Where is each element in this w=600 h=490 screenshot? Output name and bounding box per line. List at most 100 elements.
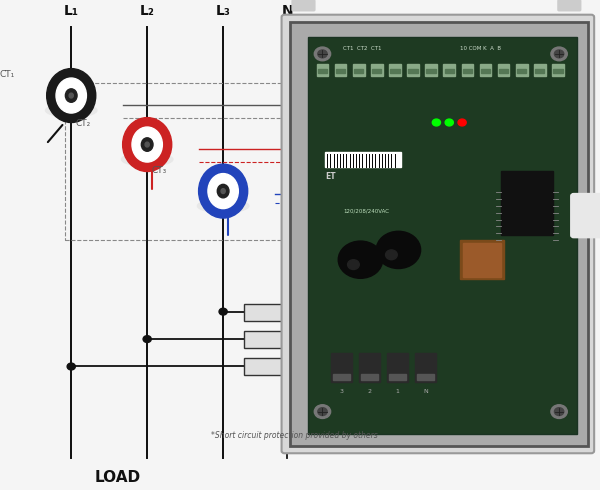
Bar — [389, 64, 401, 76]
Circle shape — [318, 50, 327, 58]
Bar — [371, 64, 383, 76]
Circle shape — [551, 405, 567, 418]
FancyBboxPatch shape — [281, 15, 594, 453]
Text: L₃: L₃ — [215, 4, 230, 18]
Text: CT₃: CT₃ — [152, 166, 167, 175]
Bar — [535, 69, 544, 74]
Bar — [407, 64, 419, 76]
Circle shape — [554, 408, 564, 416]
Circle shape — [551, 47, 567, 61]
Bar — [553, 69, 563, 74]
Text: ET: ET — [325, 172, 336, 181]
Circle shape — [445, 119, 454, 126]
Text: *Short circuit protection provided by others: *Short circuit protection provided by ot… — [211, 431, 378, 440]
Text: L₁: L₁ — [64, 4, 79, 18]
Ellipse shape — [47, 69, 96, 122]
Ellipse shape — [121, 153, 173, 166]
Circle shape — [458, 119, 466, 126]
Bar — [65, 83, 448, 240]
Bar — [336, 69, 345, 74]
Bar — [335, 64, 346, 76]
Text: 2: 2 — [367, 389, 371, 393]
Bar — [534, 64, 545, 76]
Circle shape — [376, 231, 421, 269]
Text: CT1  CT2  CT1: CT1 CT2 CT1 — [343, 47, 382, 51]
FancyBboxPatch shape — [558, 0, 581, 11]
Bar — [388, 353, 408, 382]
Bar — [516, 64, 527, 76]
Bar — [372, 69, 382, 74]
Bar — [389, 374, 406, 380]
Ellipse shape — [46, 104, 97, 117]
Circle shape — [318, 408, 327, 416]
Ellipse shape — [142, 138, 153, 151]
Text: 3: 3 — [340, 389, 343, 393]
Text: N: N — [423, 389, 428, 393]
Circle shape — [347, 260, 359, 270]
Bar — [498, 64, 509, 76]
Bar — [359, 353, 380, 382]
Bar — [244, 358, 290, 375]
Circle shape — [314, 405, 331, 418]
Ellipse shape — [69, 93, 73, 98]
Circle shape — [554, 50, 564, 58]
Circle shape — [386, 250, 397, 260]
Bar — [500, 172, 553, 235]
Ellipse shape — [199, 164, 248, 218]
Circle shape — [67, 363, 76, 370]
Text: L₂: L₂ — [140, 4, 155, 18]
Bar — [290, 22, 589, 446]
Text: N: N — [281, 4, 293, 18]
Bar — [308, 37, 577, 434]
Bar — [415, 353, 436, 382]
Text: 120/208/240VAC: 120/208/240VAC — [343, 208, 389, 213]
Ellipse shape — [56, 78, 86, 113]
Bar — [461, 64, 473, 76]
Ellipse shape — [217, 184, 229, 198]
Ellipse shape — [145, 142, 149, 147]
Bar — [481, 69, 490, 74]
Bar — [333, 374, 350, 380]
Bar — [354, 69, 364, 74]
Bar — [318, 69, 327, 74]
Bar — [425, 64, 437, 76]
Circle shape — [433, 119, 440, 126]
Text: CT₂: CT₂ — [76, 120, 91, 128]
Circle shape — [314, 47, 331, 61]
Ellipse shape — [65, 89, 77, 102]
Bar — [390, 69, 400, 74]
Bar — [331, 353, 352, 382]
Bar — [552, 64, 564, 76]
Bar — [445, 69, 454, 74]
Ellipse shape — [221, 189, 225, 194]
Bar — [409, 69, 418, 74]
Text: CT₁: CT₁ — [0, 71, 15, 79]
Ellipse shape — [208, 173, 238, 209]
Bar — [517, 69, 526, 74]
Bar — [427, 69, 436, 74]
Bar — [353, 64, 365, 76]
Text: 10 COM K  A  B: 10 COM K A B — [460, 47, 501, 51]
Circle shape — [219, 308, 227, 315]
Bar — [463, 69, 472, 74]
Bar — [417, 374, 434, 380]
Circle shape — [143, 336, 151, 343]
Circle shape — [338, 241, 383, 278]
Ellipse shape — [132, 127, 163, 162]
Bar — [325, 152, 401, 167]
FancyBboxPatch shape — [571, 194, 600, 238]
Bar — [361, 374, 378, 380]
Bar — [443, 64, 455, 76]
Bar — [317, 64, 328, 76]
Bar — [499, 69, 508, 74]
Bar — [479, 64, 491, 76]
Bar — [244, 304, 290, 321]
Bar — [244, 331, 290, 348]
Text: 1: 1 — [395, 389, 400, 393]
Ellipse shape — [122, 118, 172, 172]
Ellipse shape — [197, 199, 249, 213]
Bar — [463, 243, 500, 277]
FancyBboxPatch shape — [292, 0, 315, 11]
Text: LOAD: LOAD — [95, 470, 141, 485]
Bar — [460, 240, 503, 279]
